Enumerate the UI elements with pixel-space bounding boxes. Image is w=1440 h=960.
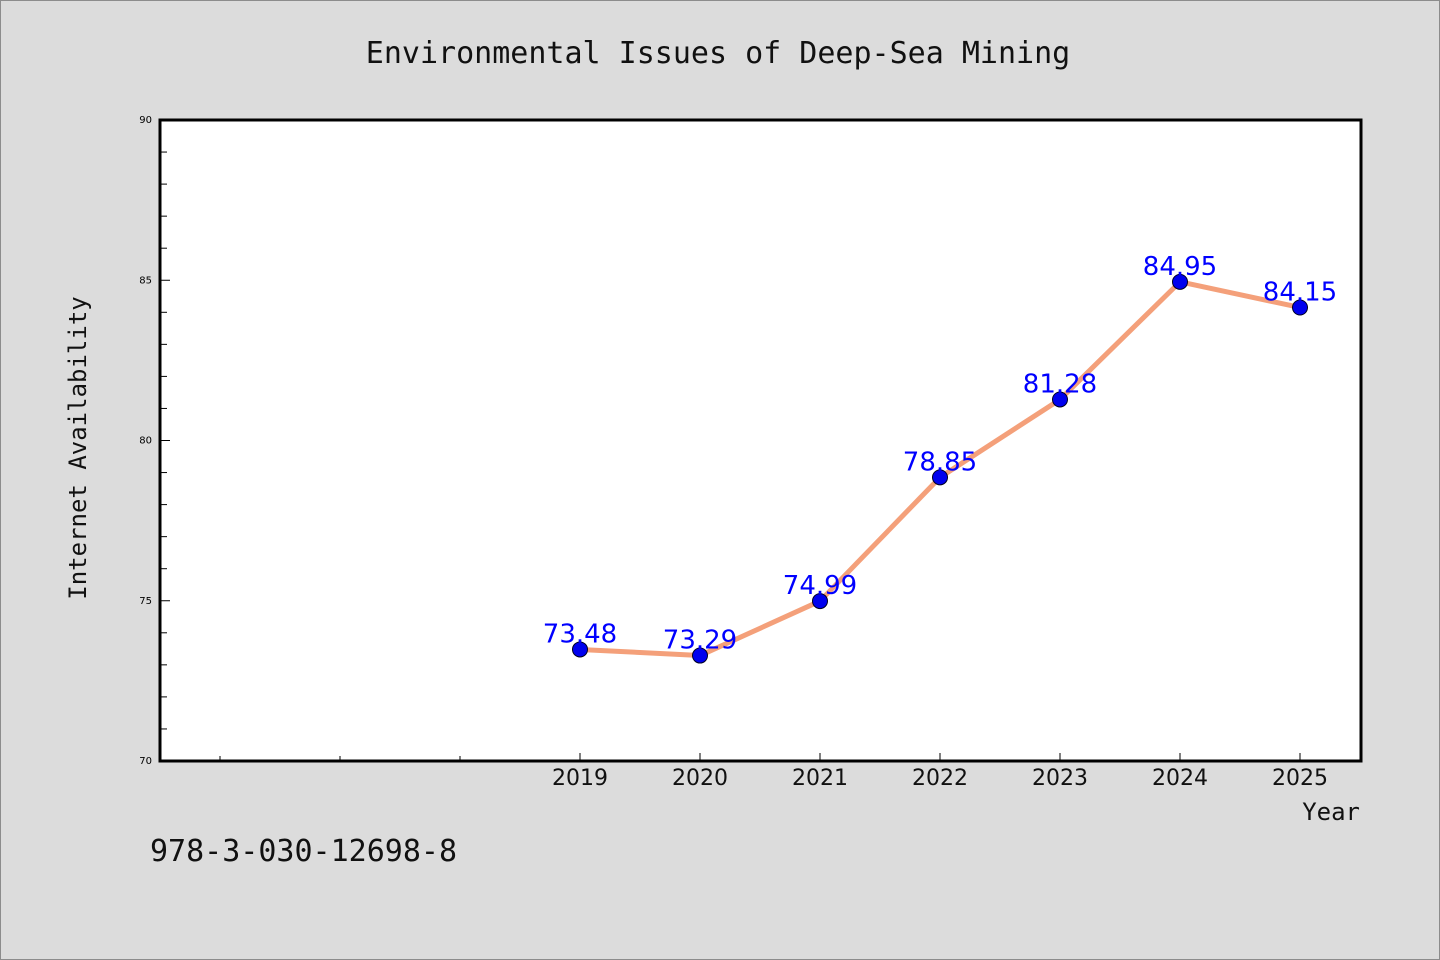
x-tick-label: 2022 (912, 766, 968, 791)
data-label: 78.85 (903, 447, 977, 477)
data-label: 84.15 (1263, 277, 1337, 307)
y-tick-label: 80 (139, 436, 152, 447)
x-tick-label: 2025 (1272, 766, 1328, 791)
y-tick-label: 70 (139, 756, 152, 767)
y-axis: 70 75 80 85 90 (139, 115, 170, 767)
chart-title: Environmental Issues of Deep-Sea Mining (366, 36, 1070, 71)
series-layer: 73.48 73.29 74.99 78.85 81.28 84.95 84.15 (543, 252, 1337, 664)
x-axis-label: Year (1302, 798, 1360, 826)
plot-area (158, 118, 1363, 763)
y-axis-label: Internet Availability (64, 296, 92, 599)
x-tick-label: 2021 (792, 766, 848, 791)
data-label: 74.99 (783, 571, 857, 601)
y-tick-label: 85 (139, 275, 152, 286)
x-tick-label: 2019 (552, 766, 608, 791)
data-point (1292, 299, 1308, 316)
data-point (1172, 273, 1188, 290)
data-point (1052, 391, 1068, 408)
data-point (812, 593, 828, 610)
x-tick-label: 2020 (672, 766, 728, 791)
isbn-caption: 978-3-030-12698-8 (150, 834, 458, 869)
x-tick-label: 2024 (1152, 766, 1208, 791)
data-label: 81.28 (1023, 369, 1097, 399)
data-point (572, 641, 588, 658)
data-point (692, 647, 708, 664)
data-label: 73.48 (543, 619, 617, 649)
x-axis: 2019 2020 2021 2022 2023 2024 2025 (219, 753, 1328, 791)
y-tick-label: 90 (139, 115, 152, 126)
data-label: 73.29 (663, 626, 737, 656)
data-point (932, 469, 948, 486)
y-tick-label: 75 (139, 596, 152, 607)
data-label: 84.95 (1143, 252, 1217, 282)
x-tick-label: 2023 (1032, 766, 1088, 791)
